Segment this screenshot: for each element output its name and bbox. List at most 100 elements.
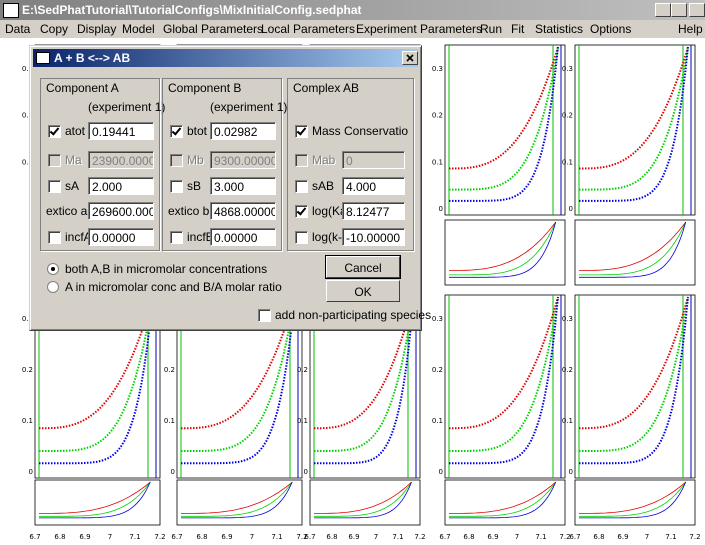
minimize-button[interactable] <box>655 3 671 17</box>
x-tick-label: 6.9 <box>348 533 359 541</box>
menu-item[interactable]: Run <box>480 22 503 36</box>
residual-frame <box>444 219 566 286</box>
data-curve <box>449 296 559 452</box>
data-curve <box>38 296 154 465</box>
checkbox[interactable] <box>48 180 61 193</box>
group-title: Component A <box>46 81 119 95</box>
residual-curve <box>181 481 293 519</box>
y-tick-label: 0 <box>439 205 443 213</box>
group-note: (experiment 1) <box>88 100 166 114</box>
dialog-button[interactable]: Cancel <box>326 256 400 278</box>
menu-item[interactable]: Model <box>122 22 155 36</box>
x-tick-label: 6.8 <box>196 533 207 541</box>
menu-item[interactable]: Copy <box>40 22 69 36</box>
y-tick-label: 0.2 <box>22 112 33 120</box>
text-input[interactable]: -10.00000 <box>342 228 405 246</box>
residual-curve <box>579 481 687 519</box>
group-box <box>162 78 282 251</box>
menu-item[interactable]: Options <box>590 22 632 36</box>
y-tick-label: 0 <box>29 468 33 476</box>
checkbox[interactable] <box>295 125 308 138</box>
text-input[interactable]: 3.000 <box>210 177 276 195</box>
x-tick-label: 7.2 <box>559 533 570 541</box>
group-note: (experiment 1) <box>210 100 288 114</box>
menu-item[interactable]: Global Parameters <box>163 22 264 36</box>
data-curve <box>579 46 689 202</box>
dialog-button[interactable]: OK <box>326 280 400 302</box>
data-curve <box>448 296 559 465</box>
residual-curve <box>449 221 557 278</box>
x-tick-label: 7 <box>108 533 112 541</box>
x-tick-label: 7.1 <box>271 533 282 541</box>
data-curve <box>578 296 689 465</box>
x-tick-label: 7.1 <box>392 533 403 541</box>
residual-curve <box>313 481 412 514</box>
close-button[interactable] <box>689 3 705 17</box>
text-input[interactable]: 8.12477 <box>342 202 405 220</box>
data-curve <box>578 296 689 430</box>
x-tick-label: 6.7 <box>439 533 450 541</box>
group-box <box>40 78 160 251</box>
y-tick-label: 0 <box>569 468 573 476</box>
x-tick-label: 7 <box>645 533 649 541</box>
checkbox[interactable] <box>258 309 271 322</box>
x-tick-label: 7.2 <box>154 533 165 541</box>
x-tick-label: 7.1 <box>665 533 676 541</box>
field-label: Mb <box>187 153 204 167</box>
x-tick-label: 7.1 <box>129 533 140 541</box>
checkbox[interactable] <box>48 231 61 244</box>
x-tick-label: 6.7 <box>171 533 182 541</box>
plot-frame <box>574 44 696 216</box>
y-tick-label: 0.1 <box>562 158 573 166</box>
dialog-close[interactable] <box>402 51 418 65</box>
title-bar: E:\SedPhatTutorial\TutorialConfigs\MixIn… <box>0 0 705 20</box>
text-input[interactable]: 2.000 <box>88 177 154 195</box>
residual-curve <box>314 481 412 519</box>
menu-item[interactable]: Data <box>5 22 31 36</box>
menu-item[interactable]: Experiment Parameters <box>356 22 483 36</box>
checkbox[interactable] <box>170 180 183 193</box>
data-curve <box>180 296 296 430</box>
x-tick-label: 6.7 <box>569 533 580 541</box>
field-label: sAB <box>312 179 335 193</box>
radio-button[interactable] <box>47 263 59 275</box>
text-input[interactable]: 269600.000 <box>88 202 154 220</box>
menu-item[interactable]: Help <box>678 22 703 36</box>
y-tick-label: 0 <box>171 468 175 476</box>
close-glyph <box>406 54 414 62</box>
data-curve <box>449 46 559 170</box>
checkbox <box>48 154 61 167</box>
menu-item[interactable]: Local Parameters <box>261 22 356 36</box>
data-curve <box>448 296 559 430</box>
residual-curve <box>449 221 557 271</box>
text-input[interactable]: 4.000 <box>342 177 405 195</box>
field-label: extico b <box>168 204 210 218</box>
y-tick-label: 0.1 <box>297 417 308 425</box>
text-input[interactable]: 0.00000 <box>210 228 276 246</box>
checkbox[interactable] <box>295 180 308 193</box>
dialog-title: A + B <--> AB <box>54 51 131 65</box>
y-tick-label: 0.3 <box>22 65 33 73</box>
text-input[interactable]: 0.00000 <box>88 228 154 246</box>
text-input[interactable]: 0.19441 <box>88 122 154 140</box>
text-input[interactable]: 4868.00000 <box>210 202 276 220</box>
field-label: btot <box>187 124 208 138</box>
checkbox[interactable] <box>48 125 61 138</box>
data-curve <box>449 46 559 191</box>
checkbox[interactable] <box>170 125 183 138</box>
menu-item[interactable]: Fit <box>511 22 525 36</box>
app-icon <box>3 3 19 18</box>
x-tick-label: 7.2 <box>414 533 425 541</box>
text-input[interactable]: 0.02982 <box>210 122 276 140</box>
dialog-title-bar: A + B <--> AB <box>33 49 418 67</box>
data-curve <box>180 296 296 465</box>
checkbox[interactable] <box>295 231 308 244</box>
radio-button[interactable] <box>47 281 59 293</box>
menu-item[interactable]: Display <box>77 22 117 36</box>
checkbox[interactable] <box>295 205 308 218</box>
menu-item[interactable]: Statistics <box>535 22 584 36</box>
checkbox[interactable] <box>170 231 183 244</box>
x-tick-label: 7.2 <box>689 533 700 541</box>
maximize-button[interactable] <box>671 3 687 17</box>
data-curve <box>579 46 689 191</box>
